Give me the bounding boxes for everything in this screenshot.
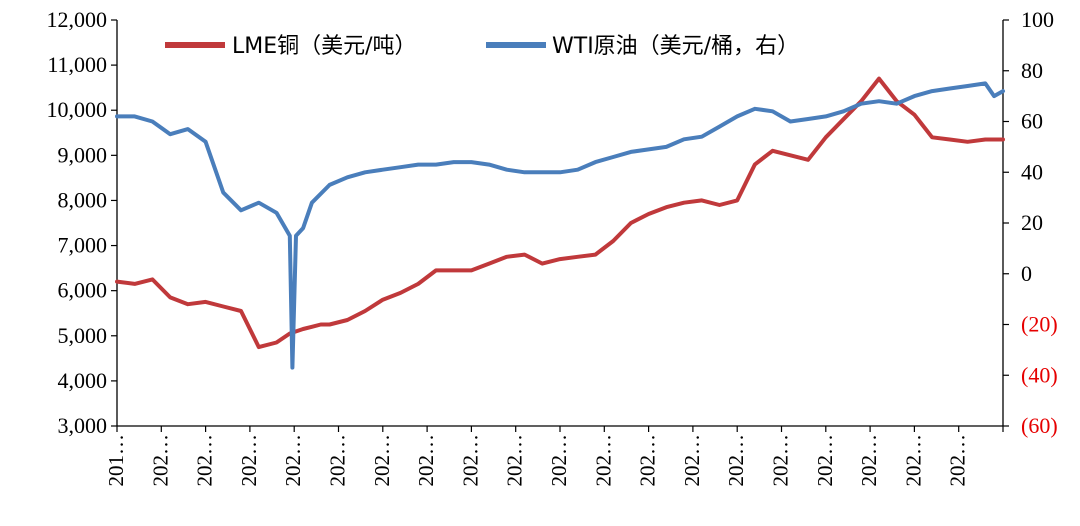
plot-lines	[115, 76, 1005, 370]
series-line-lme-copper	[115, 76, 1005, 350]
left-tick-label: 10,000	[47, 97, 108, 122]
x-axis: 201… 202… 202… 202… 202… 202… 202… 202… 202… 202……	[104, 425, 1004, 487]
legend: LME铜（美元/吨） WTI原油（美元/桶，右）	[165, 34, 799, 59]
left-tick-label: 3,000	[58, 413, 108, 438]
left-tick-label: 5,000	[58, 323, 108, 348]
right-tick-label: (20)	[1021, 312, 1058, 337]
right-tick-label: 0	[1021, 261, 1032, 286]
legend-label-lme-copper: LME铜（美元/吨）	[232, 34, 417, 59]
x-tick-label: 202…	[281, 434, 305, 487]
x-tick-label: 202…	[724, 434, 748, 487]
left-tick-label: 9,000	[58, 142, 108, 167]
x-tick-label: 202…	[458, 434, 482, 487]
right-tick-label: 100	[1021, 7, 1054, 32]
x-tick-label: 202…	[901, 434, 925, 487]
left-tick-label: 4,000	[58, 368, 108, 393]
left-axis: 3,000 4,000 5,000 6,000 7,000 8,000 9,000 10,00…	[47, 7, 118, 438]
left-tick-label: 12,000	[47, 7, 108, 32]
x-tick-label: 202…	[813, 434, 837, 487]
left-tick-label: 11,000	[47, 52, 107, 77]
x-tick-label: 202…	[547, 434, 571, 487]
x-tick-label: 202…	[591, 434, 615, 487]
x-tick-label: 202…	[148, 434, 172, 487]
right-tick-label: (40)	[1021, 362, 1058, 387]
x-tick-label: 202…	[326, 434, 350, 487]
x-tick-label: 202…	[946, 434, 970, 487]
x-tick-label: 202…	[636, 434, 660, 487]
right-tick-label: 40	[1021, 159, 1043, 184]
right-tick-label: 20	[1021, 210, 1043, 235]
series-line-wti-crude	[115, 81, 1005, 370]
x-tick-label: 202…	[680, 434, 704, 487]
left-tick-label: 7,000	[58, 233, 108, 258]
left-tick-label: 6,000	[58, 278, 108, 303]
x-tick-label: 202…	[370, 434, 394, 487]
x-tick-label: 201…	[104, 434, 128, 487]
right-tick-label: (60)	[1021, 413, 1058, 438]
right-axis: (60) (40) (20) 0 20 40 60 80 100	[1002, 7, 1058, 438]
x-tick-label: 202…	[857, 434, 881, 487]
x-tick-label: 202…	[414, 434, 438, 487]
left-tick-label: 8,000	[58, 187, 108, 212]
right-tick-label: 60	[1021, 109, 1043, 134]
x-tick-label: 202…	[193, 434, 217, 487]
x-tick-label: 202…	[237, 434, 261, 487]
legend-label-wti-crude: WTI原油（美元/桶，右）	[552, 34, 799, 59]
x-tick-label: 202…	[503, 434, 527, 487]
right-tick-label: 80	[1021, 58, 1043, 83]
x-tick-label: 202…	[769, 434, 793, 487]
